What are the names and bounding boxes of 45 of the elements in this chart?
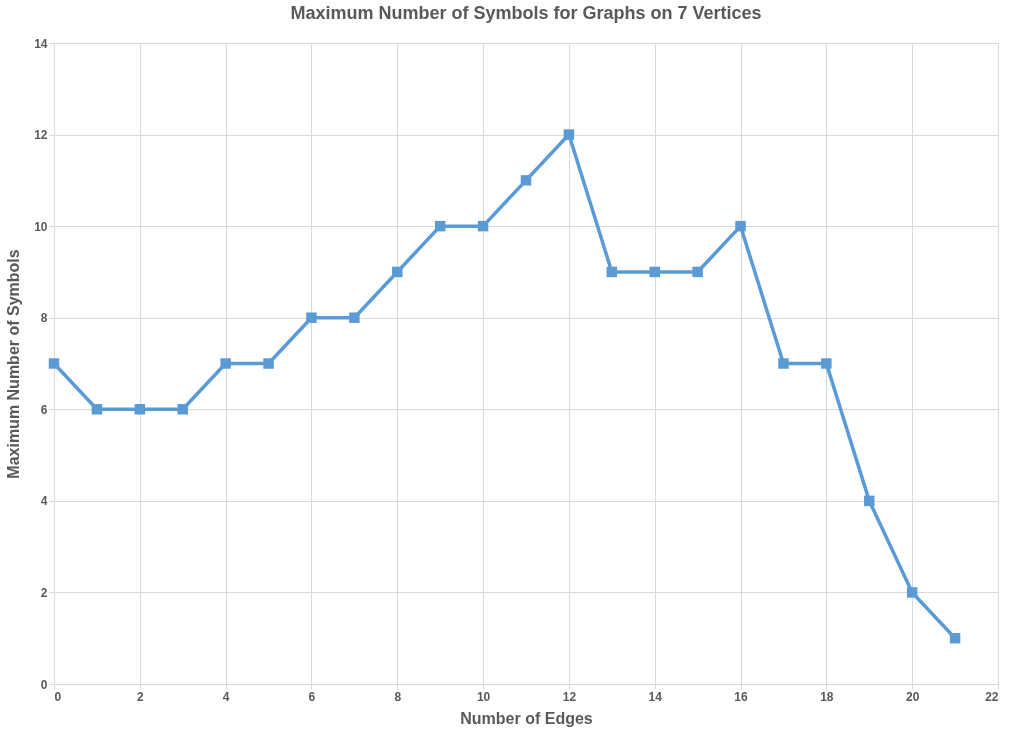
x-tick-label: 20	[906, 689, 920, 704]
x-tick-label: 10	[476, 689, 491, 704]
point	[392, 266, 403, 278]
y-tick-label: 2	[40, 585, 48, 600]
point	[306, 312, 317, 323]
point	[906, 587, 918, 598]
y-tick-label: 8	[40, 311, 48, 326]
point	[692, 266, 703, 278]
y-tick-label: 14	[34, 36, 48, 51]
point	[864, 495, 875, 507]
point	[263, 358, 274, 369]
point	[434, 220, 446, 232]
point	[349, 312, 360, 323]
x-tick-label: 18	[820, 689, 834, 704]
y-tick-label: 4	[40, 494, 48, 509]
point	[177, 404, 188, 415]
x-tick-label: 6	[308, 689, 316, 704]
point	[949, 632, 961, 644]
y-tick-label: 10	[34, 219, 48, 234]
point	[606, 266, 618, 278]
x-tick-label: 12	[562, 689, 577, 704]
x-axis-title: Number of Edges	[460, 709, 593, 727]
point	[778, 358, 789, 369]
y-axis-title: Maximum Number of Symbols	[5, 249, 23, 479]
chart-title: Maximum Number of Symbols for Graphs on 7 Vertices	[290, 3, 762, 23]
y-tick-label: 12	[34, 128, 48, 143]
x-tick-label: 8	[394, 689, 402, 704]
point	[821, 358, 832, 369]
y-tick-label: 6	[40, 402, 48, 417]
point	[735, 220, 746, 232]
x-tick-label: 16	[734, 689, 749, 704]
x-tick-label: 2	[136, 689, 144, 704]
x-tick-label: 0	[54, 689, 62, 704]
point	[48, 358, 60, 369]
x-tick-label: 22	[985, 689, 999, 704]
y-tick-label: 0	[40, 677, 48, 692]
point	[220, 358, 231, 369]
x-tick-label: 14	[648, 689, 663, 704]
point	[520, 175, 532, 186]
x-tick-label: 4	[222, 689, 230, 704]
point	[477, 220, 489, 232]
point	[91, 404, 103, 415]
point	[649, 266, 660, 278]
point	[563, 129, 575, 140]
point	[134, 404, 146, 415]
